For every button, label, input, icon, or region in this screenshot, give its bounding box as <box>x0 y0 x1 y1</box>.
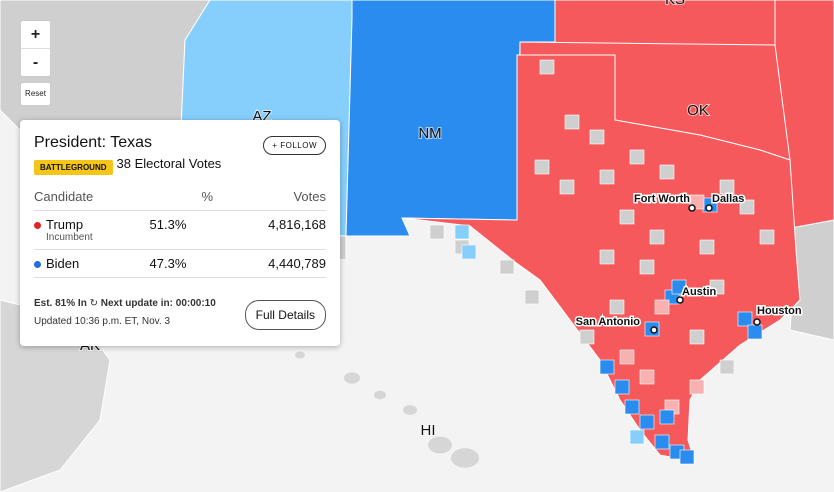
zoom-controls: + - <box>20 20 51 77</box>
refresh-icon: ↻ <box>89 298 98 309</box>
badge: BATTLEGROUND <box>34 160 113 175</box>
city-label: Fort Worth <box>634 193 690 205</box>
candidate: Biden <box>34 249 140 278</box>
card-title: President: Texas <box>34 134 152 151</box>
county <box>429 224 445 240</box>
county <box>564 114 580 130</box>
city-marker <box>753 318 761 326</box>
card-subtitle: BATTLEGROUND 38 Electoral Votes <box>34 152 326 175</box>
header: Votes <box>223 183 326 211</box>
county <box>629 149 645 165</box>
state-label: KS <box>665 0 685 8</box>
city-label: Dallas <box>712 193 744 205</box>
zoom-in[interactable]: + <box>30 26 41 43</box>
county <box>629 429 645 445</box>
island <box>295 351 305 359</box>
island <box>403 405 417 415</box>
city-label: Houston <box>757 305 802 317</box>
candidate-name: Biden <box>46 256 80 271</box>
county <box>689 329 705 345</box>
city-marker <box>705 204 713 212</box>
county <box>659 164 675 180</box>
county <box>614 379 630 395</box>
percent: 51.3% <box>139 210 223 250</box>
island <box>374 390 386 400</box>
county <box>599 249 615 265</box>
county <box>599 359 615 375</box>
follow-button[interactable]: + FOLLOW <box>263 136 326 155</box>
county <box>719 359 735 375</box>
county <box>719 179 735 195</box>
county <box>559 179 575 195</box>
electoral-votes: 38 Electoral Votes <box>116 156 222 171</box>
county <box>589 129 605 145</box>
reset-button[interactable]: Reset <box>20 82 51 106</box>
county <box>624 399 640 415</box>
county <box>671 279 687 295</box>
county <box>759 229 775 245</box>
header: Candidate <box>34 183 140 211</box>
next-update: Next update in: 00:00:10 <box>100 298 216 309</box>
county <box>619 349 635 365</box>
county <box>679 449 695 465</box>
county <box>599 169 615 185</box>
candidate: Trump Incumbent <box>34 210 140 250</box>
votes: 4,816,168 <box>223 210 326 250</box>
candidate-row: Biden 47.3% 4,440,789 <box>34 249 326 278</box>
county <box>699 239 715 255</box>
city-marker <box>688 204 696 212</box>
county <box>524 289 540 305</box>
county <box>709 279 725 295</box>
county <box>639 259 655 275</box>
candidate-note: Incumbent <box>46 232 93 243</box>
county <box>689 379 705 395</box>
county <box>454 224 470 240</box>
county <box>461 244 477 260</box>
city-label: San Antonio <box>576 316 641 328</box>
island <box>344 372 360 384</box>
county <box>639 414 655 430</box>
estimate: Est. 81% In <box>34 298 87 309</box>
island <box>428 436 452 454</box>
county <box>609 299 625 315</box>
party-dot <box>34 222 41 229</box>
city-label: Austin <box>682 286 717 298</box>
city-marker <box>676 296 684 304</box>
party-dot <box>34 261 41 268</box>
zoom-out[interactable]: - <box>21 48 50 76</box>
county <box>619 209 635 225</box>
county <box>659 409 675 425</box>
county <box>747 324 763 340</box>
county <box>739 199 755 215</box>
city-marker <box>650 326 658 334</box>
header-row: Candidate % Votes <box>34 183 326 211</box>
state-label: NM <box>418 125 441 142</box>
county <box>737 311 753 327</box>
candidate-row: Trump Incumbent 51.3% 4,816,168 <box>34 210 326 250</box>
results-table: Candidate % Votes Trump Incumbent 51.3% 4… <box>34 183 326 278</box>
candidate-name: Trump <box>46 217 84 232</box>
county <box>534 159 550 175</box>
updated: Updated 10:36 p.m. ET, Nov. 3 <box>34 316 171 327</box>
county <box>499 259 515 275</box>
county <box>654 299 670 315</box>
results-card: President: Texas + FOLLOW BATTLEGROUND 38… <box>20 120 340 346</box>
votes: 4,440,789 <box>223 249 326 278</box>
county <box>654 434 670 450</box>
county <box>649 229 665 245</box>
county <box>579 329 595 345</box>
header: % <box>139 183 223 211</box>
state-label: HI <box>421 422 436 439</box>
state-label: OK <box>687 102 709 119</box>
status: Est. 81% In ↻ Next update in: 00:00:10 U… <box>34 298 216 327</box>
island <box>451 448 479 468</box>
county <box>639 369 655 385</box>
percent: 47.3% <box>139 249 223 278</box>
county <box>539 59 555 75</box>
details-button[interactable]: Full Details <box>244 300 326 330</box>
